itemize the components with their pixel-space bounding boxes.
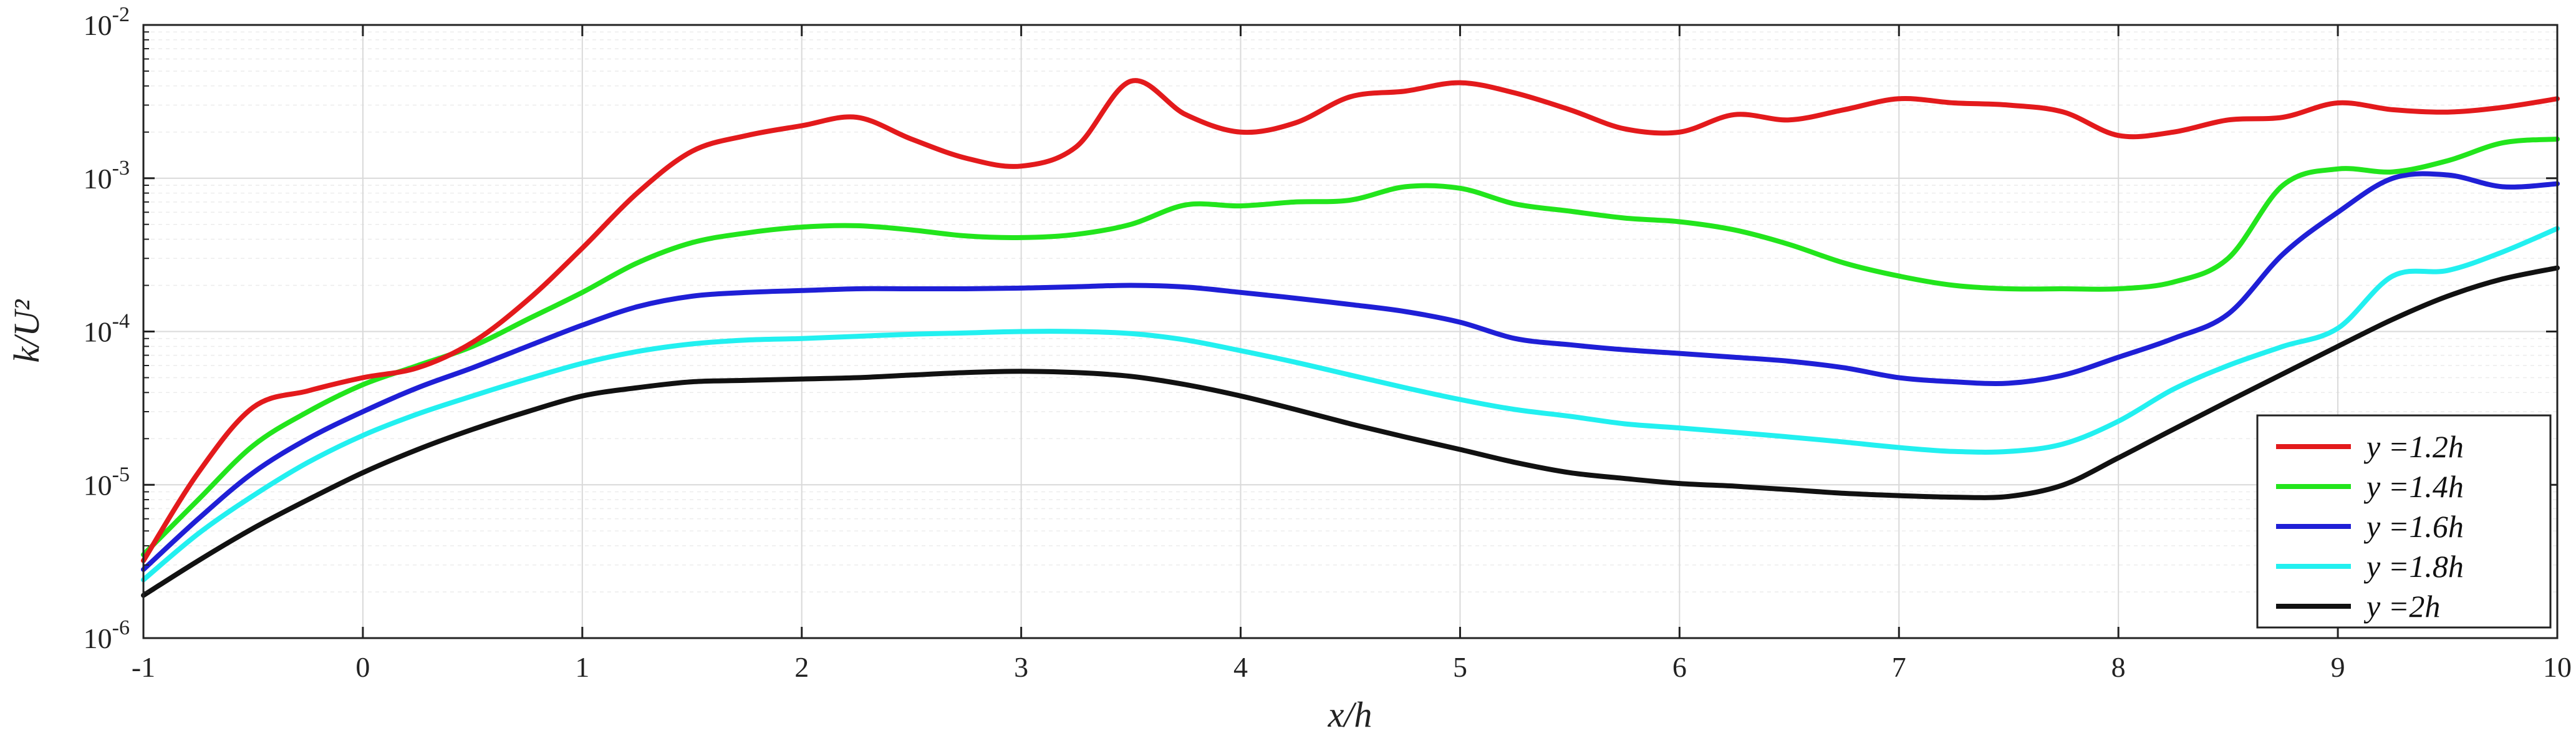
y-axis-label: k/U² [6, 299, 47, 363]
x-tick-label: 1 [575, 651, 589, 683]
series-line-1 [141, 78, 2560, 563]
legend-label: y =1.6h [2363, 509, 2464, 544]
y-tick-label: 10-5 [84, 463, 130, 501]
minor-gridlines [143, 31, 2557, 593]
y-tick-label: 10-3 [84, 157, 130, 195]
series-line-4 [141, 226, 2560, 583]
x-tick-label: 6 [1672, 651, 1687, 683]
axis-ticks [142, 24, 2559, 639]
x-tick-label: 8 [2111, 651, 2126, 683]
legend-label: y =1.4h [2363, 469, 2464, 504]
x-tick-label: 3 [1014, 651, 1028, 683]
x-axis-label: x/h [1328, 694, 1372, 735]
x-tick-label: 4 [1233, 651, 1248, 683]
legend-label: y =1.8h [2363, 549, 2464, 584]
x-tick-label: 10 [2543, 651, 2572, 683]
x-tick-labels: -1 0 1 2 3 4 5 6 7 8 9 10 [132, 651, 2572, 683]
x-tick-label: 2 [794, 651, 809, 683]
legend-items: y =1.2h y =1.4h y =1.6h y =1.8h y =2h [2276, 429, 2464, 624]
x-tick-label: 7 [1892, 651, 1906, 683]
x-tick-label: 9 [2331, 651, 2345, 683]
x-tick-label: 5 [1453, 651, 1467, 683]
legend-label: y =2h [2363, 589, 2440, 624]
legend-box [2256, 414, 2552, 629]
series-line-2 [141, 137, 2560, 558]
y-tick-label: 10-6 [84, 616, 130, 654]
legend-label: y =1.2h [2363, 429, 2464, 464]
series-line-5 [141, 265, 2560, 598]
y-tick-labels: 10-6 10-5 10-4 10-3 10-2 [84, 3, 130, 654]
legend: y =1.2h y =1.4h y =1.6h y =1.8h y =2h [2256, 414, 2552, 629]
y-tick-label: 10-2 [84, 3, 130, 41]
series-line-3 [141, 171, 2560, 573]
x-tick-label: -1 [132, 651, 155, 683]
series-layer [141, 78, 2560, 598]
y-tick-label: 10-4 [84, 310, 130, 348]
x-tick-label: 0 [355, 651, 370, 683]
